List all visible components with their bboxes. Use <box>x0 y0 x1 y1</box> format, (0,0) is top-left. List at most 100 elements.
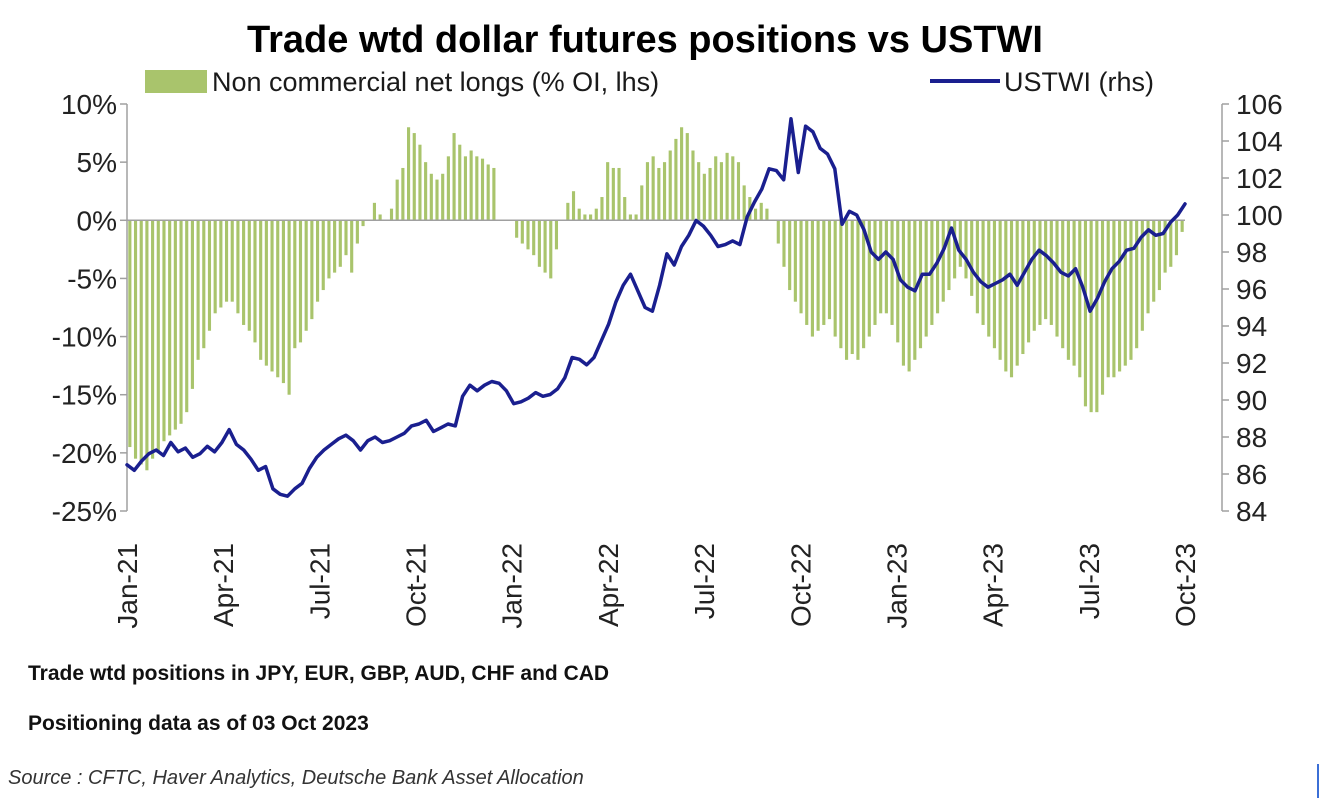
net-longs-bar <box>816 220 820 331</box>
net-longs-bar <box>953 220 957 279</box>
net-longs-bar <box>253 220 257 343</box>
net-longs-bar <box>190 220 194 389</box>
net-longs-bar <box>1123 220 1127 366</box>
right-tick-label: 106 <box>1236 89 1283 120</box>
net-longs-bar <box>293 220 297 349</box>
net-longs-bar <box>662 162 667 221</box>
net-longs-bar <box>702 173 706 221</box>
net-longs-bar <box>958 220 962 267</box>
x-tick-label: Jan-22 <box>497 543 528 629</box>
net-longs-bar <box>719 162 723 221</box>
net-longs-bar <box>1021 220 1025 355</box>
net-longs-bar <box>668 150 672 221</box>
ustwi-line <box>125 117 1187 498</box>
net-longs-bar <box>407 127 411 221</box>
net-longs-bar <box>133 220 138 459</box>
net-longs-bar <box>594 208 598 221</box>
net-longs-bar <box>782 220 786 267</box>
x-tick-label: Jan-21 <box>112 543 143 629</box>
net-longs-bar <box>936 220 940 314</box>
net-longs-bar <box>924 220 928 337</box>
right-tick-label: 86 <box>1236 459 1267 490</box>
net-longs-bar <box>566 202 570 221</box>
net-longs-bar <box>856 220 860 360</box>
net-longs-bar <box>691 150 695 221</box>
net-longs-bar <box>1083 220 1088 407</box>
net-longs-bar <box>623 197 627 221</box>
net-longs-bar <box>321 220 325 291</box>
net-longs-bar <box>179 220 183 424</box>
net-longs-bar <box>833 220 837 337</box>
net-longs-bar <box>1072 220 1076 366</box>
net-longs-bar <box>452 133 456 221</box>
x-tick-label: Apr-21 <box>208 543 239 627</box>
net-longs-bar <box>259 220 263 360</box>
net-longs-bar <box>657 167 661 221</box>
net-longs-bar <box>1038 220 1042 325</box>
net-longs-bar <box>1140 220 1144 331</box>
net-longs-bar <box>1009 220 1014 378</box>
right-tick-label: 104 <box>1236 126 1283 157</box>
net-longs-bar <box>350 220 354 273</box>
net-longs-bar <box>577 208 581 221</box>
net-longs-bar <box>1004 220 1008 372</box>
net-longs-bar <box>884 220 888 314</box>
net-longs-bar <box>964 220 968 279</box>
net-longs-bar <box>236 220 240 314</box>
net-longs-bar <box>1129 220 1133 360</box>
net-longs-bar <box>1027 220 1031 343</box>
net-longs-bar <box>128 220 132 448</box>
net-longs-bar <box>583 214 587 221</box>
x-tick-label: Apr-22 <box>593 543 624 627</box>
net-longs-bar <box>168 220 172 436</box>
net-longs-bar <box>1106 220 1110 378</box>
net-longs-bar <box>1089 220 1093 413</box>
plot-area: 10% 5% 0% -5% -10% -15% -20% -25% 106 104 102 100 98… <box>52 89 1283 629</box>
net-longs-bar <box>327 220 331 279</box>
net-longs-bar <box>634 214 638 221</box>
net-longs-bar <box>401 167 405 221</box>
net-longs-bar <box>378 214 382 221</box>
net-longs-bar <box>395 179 399 221</box>
x-tick-label: Apr-23 <box>978 543 1009 627</box>
net-longs-bar <box>753 208 758 221</box>
x-tick-label: Jul-21 <box>304 543 335 619</box>
net-longs-bar <box>145 220 149 471</box>
net-longs-bar <box>1152 220 1156 302</box>
net-longs-bar <box>207 220 212 331</box>
net-longs-bar <box>589 214 593 221</box>
net-longs-bar <box>310 220 314 320</box>
net-longs-bar <box>219 220 223 308</box>
left-tick-label: 10% <box>61 89 117 120</box>
net-longs-bar <box>896 220 900 343</box>
net-longs-bar <box>850 220 854 355</box>
net-longs-bar <box>315 220 320 302</box>
left-tick-label: -5% <box>67 263 117 294</box>
net-longs-bar <box>759 202 763 221</box>
net-longs-bar <box>361 220 365 227</box>
net-longs-bar <box>822 220 826 325</box>
net-longs-bar <box>304 220 308 331</box>
net-longs-bar <box>1163 220 1167 273</box>
net-longs-bar <box>264 220 268 366</box>
net-longs-bar <box>1049 220 1053 325</box>
left-tick-label: -10% <box>52 322 117 353</box>
net-longs-bar <box>617 167 621 221</box>
net-longs-bar <box>549 220 553 279</box>
net-longs-bar <box>680 127 684 221</box>
net-longs-bar <box>714 156 718 221</box>
net-longs-bar <box>810 220 814 337</box>
net-longs-bar <box>975 220 979 314</box>
net-longs-bar <box>640 185 644 221</box>
net-longs-bar <box>736 162 741 221</box>
net-longs-bar <box>338 220 342 267</box>
net-longs-bar <box>867 220 871 337</box>
net-longs-bar <box>998 220 1002 360</box>
x-tick-label: Oct-21 <box>401 543 432 627</box>
net-longs-bar <box>708 167 712 221</box>
legend-swatch-net-longs <box>145 70 207 93</box>
net-longs-bar <box>389 208 394 221</box>
right-tick-label: 92 <box>1236 348 1267 379</box>
right-tick-label: 100 <box>1236 200 1283 231</box>
net-longs-bar <box>469 150 473 221</box>
